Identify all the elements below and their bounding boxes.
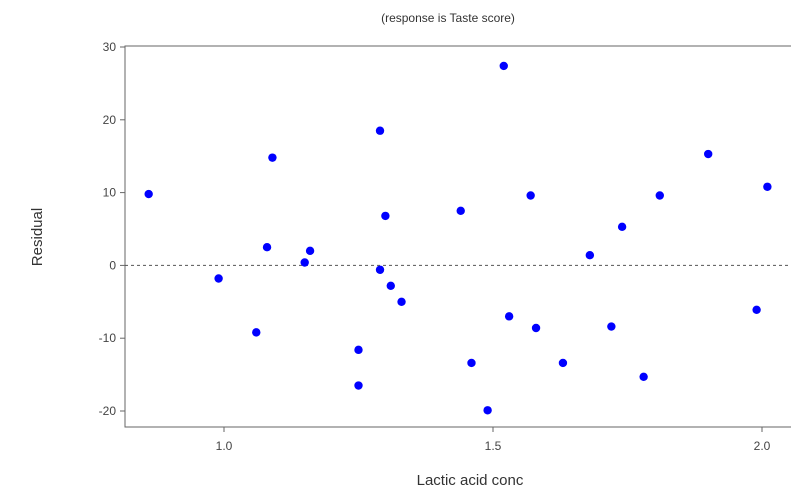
data-point — [397, 297, 406, 306]
data-point — [499, 61, 508, 71]
x-axis: 1.0 1.5 2.0 — [216, 427, 771, 453]
data-point — [375, 265, 385, 274]
x-tick-label: 1.5 — [485, 439, 502, 453]
data-point — [262, 243, 272, 252]
y-tick-label: 30 — [103, 40, 117, 54]
x-tick-label: 1.0 — [216, 439, 233, 453]
chart-subtitle: (response is Taste score) — [381, 11, 515, 25]
data-point — [639, 372, 648, 381]
data-point — [305, 246, 315, 256]
data-point — [704, 149, 713, 159]
y-axis: -20 -10 0 10 20 30 — [99, 40, 125, 418]
x-axis-title: Lactic acid conc — [417, 472, 524, 489]
plot-frame — [124, 45, 791, 428]
y-tick-label: 0 — [109, 258, 116, 272]
data-point — [214, 274, 223, 283]
data-point — [531, 323, 541, 333]
data-point — [617, 222, 627, 232]
data-point — [375, 126, 385, 135]
data-point — [467, 358, 476, 368]
data-point — [558, 358, 568, 368]
data-point — [655, 191, 664, 200]
data-point — [354, 381, 363, 390]
data-points — [144, 61, 772, 415]
data-point — [456, 206, 465, 215]
data-point — [607, 322, 616, 331]
data-point — [300, 258, 309, 267]
data-point — [763, 182, 772, 191]
data-point — [526, 191, 535, 200]
data-point — [585, 251, 595, 260]
y-tick-label: 10 — [103, 186, 117, 200]
data-point — [354, 345, 363, 355]
x-tick-label: 2.0 — [754, 439, 771, 453]
y-tick-label: -10 — [99, 331, 117, 345]
y-tick-label: 20 — [103, 113, 117, 127]
data-point — [483, 406, 492, 415]
data-point — [504, 312, 514, 321]
data-point — [252, 328, 261, 337]
y-axis-title: Residual — [29, 208, 46, 266]
data-point — [144, 189, 153, 199]
data-point — [268, 153, 277, 162]
data-point — [386, 281, 395, 290]
data-point — [752, 305, 761, 315]
y-tick-label: -20 — [99, 404, 117, 418]
data-point — [381, 211, 390, 221]
